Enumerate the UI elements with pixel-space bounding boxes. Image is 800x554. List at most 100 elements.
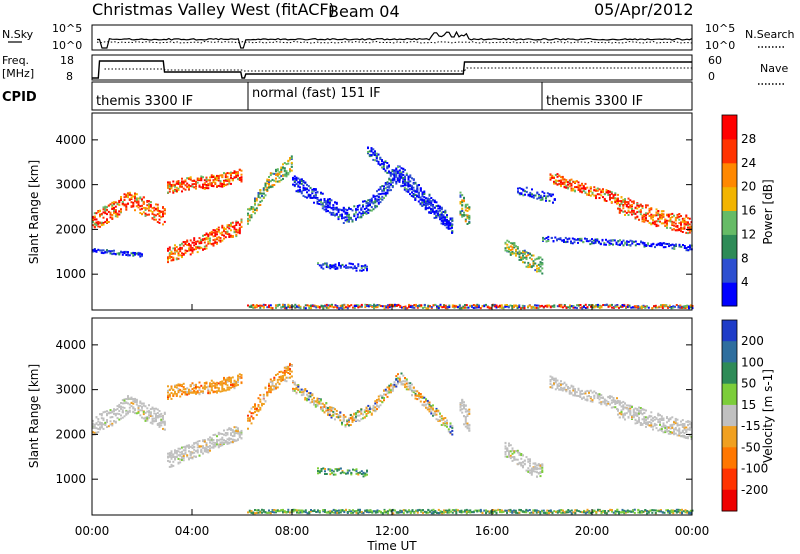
echo-cell [162,210,164,213]
echo-cell [221,382,224,385]
echo-cell [576,307,578,310]
echo-cell [168,188,171,191]
echo-cell [128,198,131,201]
echo-cell [235,230,238,233]
echo-cell [579,187,582,190]
echo-cell [638,218,640,221]
echo-cell [511,251,514,253]
echo-cell [367,199,370,202]
echo-cell [554,381,557,384]
echo-cell [373,307,375,310]
echo-cell [436,307,438,310]
echo-cell [214,178,217,180]
echo-cell [611,303,613,306]
echo-cell [320,304,323,307]
echo-cell [509,444,512,447]
echo-cell [230,386,232,389]
echo-cell [592,242,595,245]
echo-cell [627,209,630,212]
echo-cell [384,194,387,197]
echo-cell [430,210,432,213]
echo-cell [250,304,253,307]
echo-cell [262,398,265,401]
echo-cell [379,201,382,204]
echo-cell [458,307,461,310]
echo-cell [287,162,290,165]
echo-cell [577,184,580,187]
echo-cell [219,232,222,235]
echo-cell [443,304,445,307]
echo-cell [548,199,551,202]
echo-cell [534,269,537,272]
echo-cell [134,196,136,198]
echo-cell [423,201,426,203]
echo-cell [666,224,668,227]
echo-cell [508,442,510,445]
echo-cell [658,305,661,308]
echo-cell [507,306,510,309]
echo-cell [207,451,210,454]
echo-cell [313,305,316,308]
echo-cell [292,389,294,392]
echo-cell [416,305,419,307]
echo-cell [561,175,564,178]
echo-cell [680,215,682,217]
echo-cell [596,189,599,192]
echo-cell [247,208,249,211]
echo-cell [306,183,308,186]
echo-cell [444,307,447,310]
echo-cell [447,226,450,229]
echo-cell [349,424,352,426]
echo-cell [641,241,644,244]
echo-cell [426,402,429,405]
echo-cell [237,429,239,432]
echo-cell [655,220,658,223]
echo-cell [346,214,349,217]
echo-cell [158,221,161,224]
echo-cell [221,174,224,177]
echo-cell [531,188,533,191]
echo-cell [327,413,329,416]
echo-cell [619,239,621,242]
echo-cell [174,244,176,247]
echo-cell [549,306,552,309]
echo-cell [104,205,107,208]
echo-cell [384,187,387,190]
echo-cell [172,256,175,259]
echo-cell [230,222,232,225]
echo-cell [393,179,396,182]
echo-cell [203,241,206,244]
echo-cell [363,411,366,414]
echo-cell [175,190,178,193]
echo-cell [158,425,161,428]
echo-cell [376,195,378,197]
echo-cell [97,420,100,423]
echo-cell [137,251,140,254]
echo-cell [430,405,433,408]
echo-cell [643,244,646,247]
echo-cell [515,252,517,255]
echo-cell [182,457,185,460]
echo-cell [643,215,646,218]
echo-cell [348,218,350,221]
echo-cell [151,415,154,418]
echo-cell [113,207,115,209]
echo-cell [577,304,580,307]
echo-cell [513,304,515,307]
echo-cell [395,385,398,388]
echo-cell [578,237,581,240]
echo-cell [382,163,385,166]
echo-cell [610,192,613,195]
echo-cell [607,190,610,192]
echo-cell [132,253,135,255]
echo-cell [622,198,625,201]
echo-cell [679,304,682,307]
echo-cell [369,198,371,201]
echo-cell [459,212,462,215]
echo-cell [341,263,344,266]
echo-cell [202,392,204,394]
echo-cell [221,441,224,444]
echo-cell [261,404,263,407]
echo-cell [132,201,135,204]
echo-cell [315,305,318,308]
